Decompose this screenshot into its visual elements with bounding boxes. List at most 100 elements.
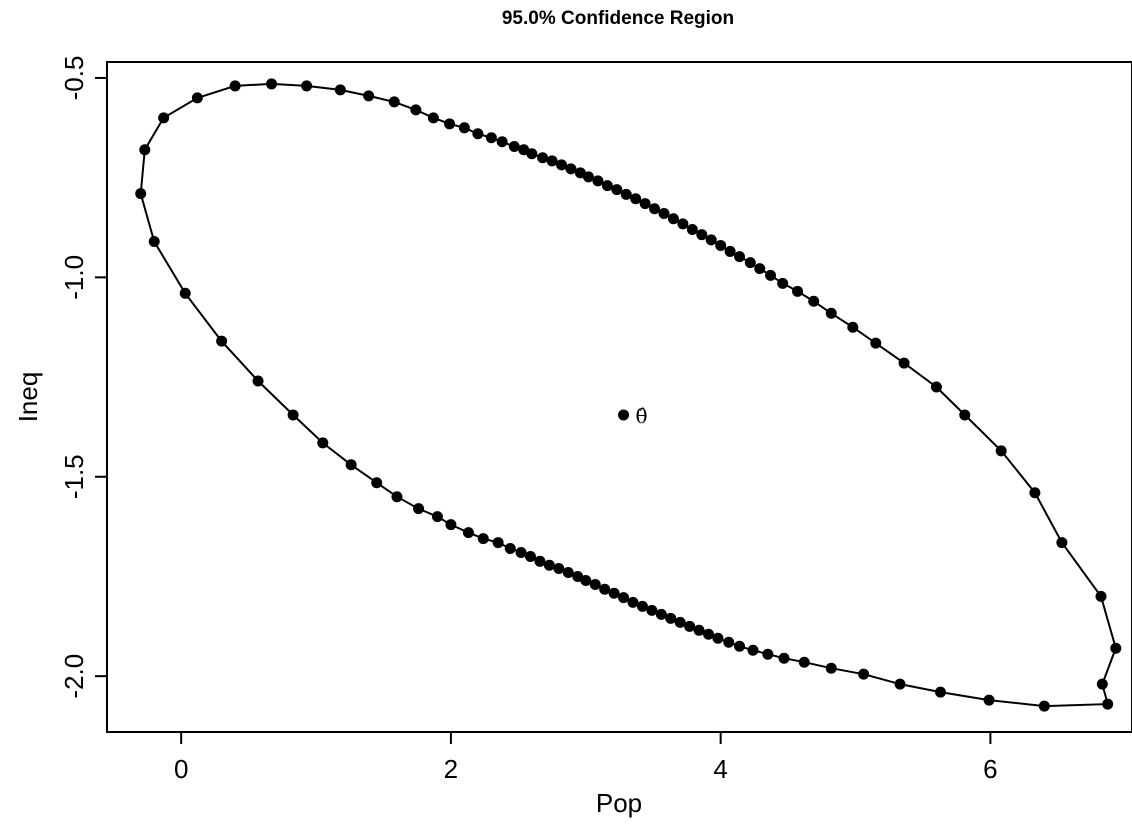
region-point [777,277,789,289]
region-point [696,229,708,241]
region-point [458,122,470,134]
x-tick-label: 2 [444,754,458,784]
region-point [655,608,667,620]
region-point [646,604,658,616]
region-point [703,628,715,640]
region-point [847,321,859,333]
region-point [191,92,203,104]
region-point [798,656,810,668]
y-tick-label: -0.5 [59,56,89,101]
x-axis: 0 2 4 6 [174,732,998,784]
region-point [778,652,790,664]
region-point [1096,678,1108,690]
region-point [462,527,474,539]
region-point [524,551,536,563]
region-point [472,128,484,140]
region-point [252,375,264,387]
region-point [179,287,191,299]
region-point [898,357,910,369]
x-tick-label: 4 [713,754,727,784]
region-point [317,437,329,449]
region-point [504,543,516,555]
region-point [808,295,820,307]
region-point [894,678,906,690]
region-point [677,218,689,230]
region-point [139,144,151,156]
region-point [1029,487,1041,499]
region-point [693,624,705,636]
region-point [444,118,456,130]
center-label: θ̂ [636,404,648,428]
region-point [712,632,724,644]
y-axis: -0.5 -1.0 -1.5 -2.0 [59,56,107,699]
region-point [611,184,623,196]
region-point [589,578,601,590]
region-point [496,136,508,148]
x-axis-label: Pop [596,788,642,818]
region-point [553,562,565,574]
region-point [334,84,346,96]
region-point [485,132,497,144]
region-point [630,193,642,205]
region-point [665,612,677,624]
region-point [592,175,604,187]
center-estimate: θ̂ [618,404,648,428]
region-point [565,163,577,175]
region-point [148,235,160,247]
region-point [413,503,425,515]
region-point [445,519,457,531]
region-point [287,409,299,421]
region-point [492,537,504,549]
region-point [526,148,538,160]
region-point [1038,700,1050,712]
region-point [266,78,278,90]
region-point [546,155,558,167]
region-point [930,381,942,393]
region-point [562,566,574,578]
region-point [667,213,679,225]
region-point [1095,590,1107,602]
region-point [229,80,241,92]
region-point [1110,642,1122,654]
region-point [158,112,170,124]
region-point [825,307,837,319]
region-point [391,491,403,503]
region-point [388,96,400,108]
region-point [556,159,568,171]
region-point [762,648,774,660]
region-point [747,644,759,656]
region-point [345,459,357,471]
region-point [744,257,756,269]
y-tick-label: -1.0 [59,255,89,300]
region-point [674,616,686,628]
region-point [658,208,670,220]
region-point [608,587,620,599]
region-point [543,559,555,571]
region-point [636,600,648,612]
confidence-region-outline [139,82,1117,708]
region-point [715,239,727,251]
y-tick-label: -1.5 [59,454,89,499]
region-point [792,285,804,297]
region-point [754,263,766,275]
region-point [135,188,147,200]
region-point [639,198,651,210]
plot-frame [106,61,1132,733]
region-point [995,445,1007,457]
region-point [934,686,946,698]
region-point [618,592,630,604]
region-point [723,636,735,648]
region-point [216,335,228,347]
y-tick-label: -2.0 [59,654,89,699]
confidence-region-points [135,78,1122,712]
region-point [627,596,639,608]
chart-title: 95.0% Confidence Region [502,8,734,29]
region-point [1056,537,1068,549]
y-axis-label: Ineq [13,372,43,423]
region-point [983,694,995,706]
region-point [734,640,746,652]
region-point [601,180,613,192]
region-point [858,668,870,680]
region-point [431,511,443,523]
